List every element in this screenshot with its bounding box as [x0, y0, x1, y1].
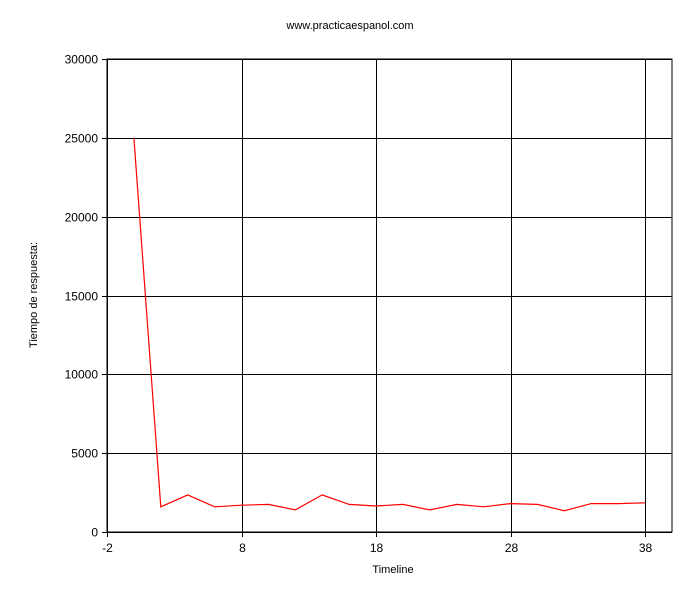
x-tick-label-1: 8: [239, 541, 246, 555]
series-layer: [133, 137, 646, 512]
gridlines: [102, 58, 673, 537]
y-tick-label-2: 10000: [65, 368, 99, 382]
x-axis-label: Timeline: [372, 564, 413, 576]
x-tick-label-4: 38: [639, 541, 653, 555]
x-tick-label-2: 18: [370, 541, 384, 555]
y-tick-label-0: 0: [91, 526, 98, 540]
y-tick-label-6: 30000: [65, 53, 99, 67]
y-tick-label-4: 20000: [65, 211, 99, 225]
tick-labels: 0 5000 10000 15000 20000 25000 30000 -2 8 18 28 38: [65, 53, 653, 556]
y-axis-label: Tiempo de respuesta:: [28, 242, 40, 348]
x-tick-label-3: 28: [505, 541, 519, 555]
chart-title: www.practicaespanol.com: [285, 20, 413, 32]
y-tick-label-1: 5000: [71, 447, 98, 461]
y-tick-label-3: 15000: [65, 290, 99, 304]
y-tick-label-5: 25000: [65, 132, 99, 146]
x-tick-label-0: -2: [102, 541, 113, 555]
series-line-0: [133, 137, 646, 512]
plot-border: [106, 58, 673, 533]
